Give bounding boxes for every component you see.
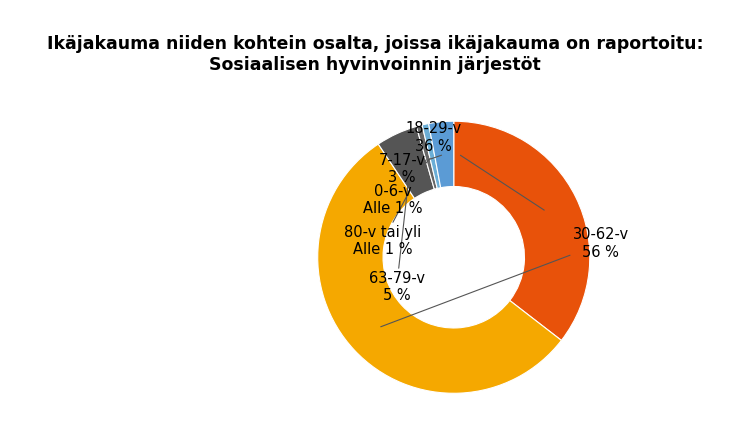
Wedge shape	[454, 121, 590, 341]
Text: 63-79-v
5 %: 63-79-v 5 %	[368, 166, 424, 303]
Text: 30-62-v
56 %: 30-62-v 56 %	[381, 228, 628, 327]
Text: 0-6-v
Alle 1 %: 0-6-v Alle 1 %	[363, 158, 430, 216]
Wedge shape	[318, 144, 562, 393]
Text: 80-v tai yli
Alle 1 %: 80-v tai yli Alle 1 %	[344, 160, 426, 257]
Text: Ikäjakauma niiden kohtein osalta, joissa ikäjakauma on raportoitu:
Sosiaalisen h: Ikäjakauma niiden kohtein osalta, joissa…	[46, 35, 703, 74]
Wedge shape	[429, 121, 454, 188]
Text: 18-29-v
36 %: 18-29-v 36 %	[405, 121, 544, 210]
Wedge shape	[422, 123, 441, 188]
Text: 7-17-v
3 %: 7-17-v 3 %	[379, 153, 442, 185]
Wedge shape	[378, 126, 434, 198]
Wedge shape	[416, 125, 437, 189]
